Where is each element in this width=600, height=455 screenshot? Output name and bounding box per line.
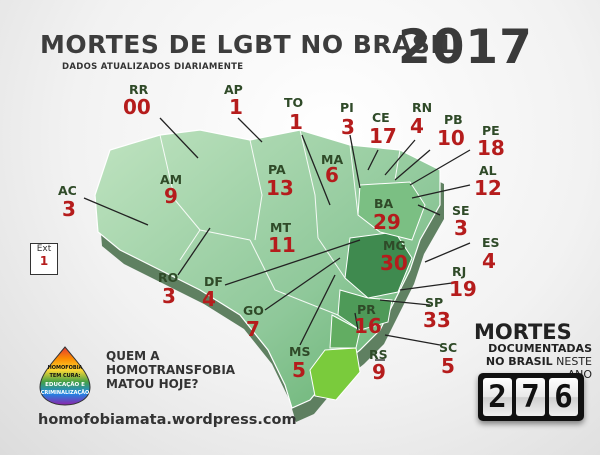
- totals-title: MORTES: [474, 320, 572, 344]
- badge-line-1: HOMOFOBIA: [48, 365, 83, 371]
- state-abbr-df: DF: [204, 274, 223, 289]
- state-count-pe: 18: [477, 136, 505, 160]
- state-count-ro: 3: [162, 284, 176, 308]
- state-abbr-pe: PE: [482, 123, 500, 138]
- state-count-pa: 13: [266, 176, 294, 200]
- state-count-mg: 30: [380, 251, 408, 275]
- rainbow-drop-badge: HOMOFOBIA TEM CURA: EDUCAÇÃO E CRIMINALI…: [39, 346, 91, 406]
- state-count-ba: 29: [373, 210, 401, 234]
- state-count-mt: 11: [268, 233, 296, 257]
- counter-digit-1: 2: [483, 378, 512, 416]
- state-abbr-go: GO: [243, 303, 264, 318]
- ext-box: Ext 1: [30, 243, 58, 275]
- total-counter: 2 7 6: [478, 373, 584, 421]
- state-count-pr: 16: [354, 314, 382, 338]
- state-count-to: 1: [289, 110, 303, 134]
- state-count-am: 9: [164, 184, 178, 208]
- counter-digit-3: 6: [549, 378, 578, 416]
- state-abbr-rn: RN: [412, 100, 433, 115]
- totals-line-2-bold: NO BRASIL: [485, 355, 553, 368]
- state-abbr-ap: AP: [224, 82, 243, 97]
- state-count-rs: 9: [372, 360, 386, 384]
- state-abbr-mt: MT: [270, 220, 291, 235]
- state-abbr-rs: RS: [369, 347, 388, 362]
- counter-digit-2: 7: [516, 378, 545, 416]
- state-abbr-pi: PI: [340, 100, 354, 115]
- state-abbr-ms: MS: [289, 344, 311, 359]
- state-count-al: 12: [474, 176, 502, 200]
- state-abbr-sp: SP: [425, 295, 444, 310]
- state-abbr-mg: MG: [383, 238, 406, 253]
- state-count-ce: 17: [369, 124, 397, 148]
- question-line-2: HOMOTRANSFOBIA: [106, 363, 236, 377]
- state-count-rj: 19: [449, 277, 477, 301]
- state-count-sc: 5: [441, 354, 455, 378]
- question-text: QUEM A HOMOTRANSFOBIA MATOU HOJE?: [106, 349, 235, 391]
- subtitle: DADOS ATUALIZADOS DIARIAMENTE: [62, 62, 244, 72]
- totals-subtitle: DOCUMENTADAS NO BRASIL NESTE ANO: [462, 342, 592, 381]
- state-abbr-pa: PA: [268, 162, 286, 177]
- state-abbr-rr: RR: [129, 82, 149, 97]
- state-abbr-ac: AC: [58, 183, 77, 198]
- region-rs: [309, 347, 361, 401]
- state-abbr-ro: RO: [158, 270, 179, 285]
- state-count-se: 3: [454, 216, 468, 240]
- state-abbr-se: SE: [452, 203, 470, 218]
- state-count-df: 4: [202, 287, 216, 311]
- state-count-rn: 4: [410, 114, 424, 138]
- state-abbr-al: AL: [479, 163, 497, 178]
- state-abbr-sc: SC: [439, 340, 458, 355]
- page-title: MORTES DE LGBT NO BRASIL: [40, 30, 457, 59]
- ext-label: Ext: [36, 244, 52, 254]
- state-count-rr: 00: [123, 95, 151, 119]
- ext-count: 1: [39, 254, 49, 268]
- badge-line-3: EDUCAÇÃO E: [45, 381, 85, 388]
- state-abbr-am: AM: [160, 172, 183, 187]
- year-label: 2017: [398, 20, 533, 75]
- state-abbr-rj: RJ: [452, 264, 467, 279]
- state-count-pb: 10: [437, 126, 465, 150]
- state-abbr-ce: CE: [372, 110, 390, 125]
- state-count-ap: 1: [229, 95, 243, 119]
- state-abbr-ba: BA: [374, 196, 394, 211]
- state-count-pi: 3: [341, 115, 355, 139]
- question-line-1: QUEM A: [106, 349, 160, 363]
- website-link[interactable]: homofobiamata.wordpress.com: [38, 412, 297, 428]
- badge-line-4: CRIMINALIZAÇÃO: [41, 389, 90, 396]
- state-abbr-ma: MA: [321, 152, 344, 167]
- state-count-ac: 3: [62, 197, 76, 221]
- state-abbr-es: ES: [482, 235, 500, 250]
- question-line-3: MATOU HOJE?: [106, 377, 199, 391]
- totals-line-1: DOCUMENTADAS: [488, 342, 592, 355]
- state-count-es: 4: [482, 249, 496, 273]
- state-abbr-pr: PR: [357, 302, 376, 317]
- state-count-ma: 6: [325, 163, 339, 187]
- state-count-go: 7: [246, 317, 260, 341]
- state-abbr-pb: PB: [444, 112, 463, 127]
- badge-line-2: TEM CURA:: [49, 373, 80, 379]
- state-count-ms: 5: [292, 358, 306, 382]
- state-count-sp: 33: [423, 308, 451, 332]
- state-abbr-to: TO: [284, 95, 304, 110]
